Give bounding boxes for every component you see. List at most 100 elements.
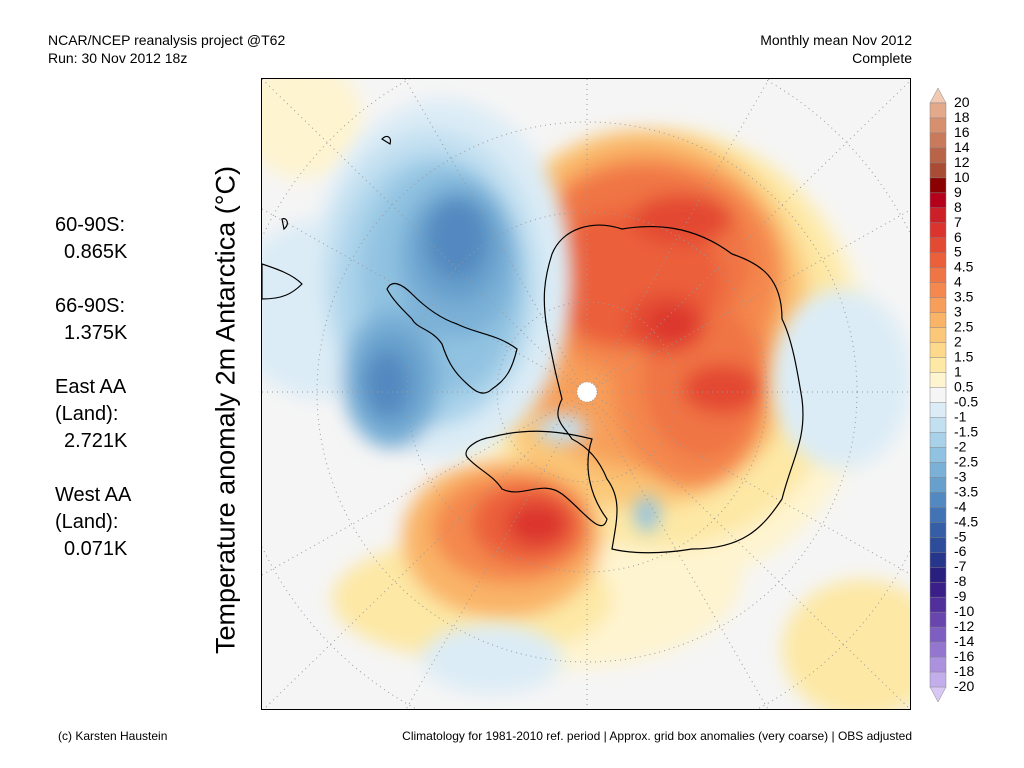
colorbar-swatch (929, 372, 947, 389)
colorbar-swatch (929, 387, 947, 404)
colorbar-tick-label: -14 (954, 633, 974, 649)
colorbar-swatch (929, 222, 947, 239)
colorbar-swatch (929, 102, 947, 119)
colorbar-tick-label: 1 (954, 364, 962, 380)
colorbar-tick-label: 4.5 (954, 259, 974, 275)
colorbar-tick-label: 6 (954, 229, 962, 245)
colorbar-tick-label: -1 (954, 408, 967, 424)
colorbar-swatch (929, 566, 947, 583)
colorbar-tick-label: 16 (954, 124, 970, 140)
colorbar-swatch (929, 87, 947, 104)
colorbar-swatch (929, 477, 947, 493)
colorbar-tick-label: 2 (954, 334, 962, 350)
stat-label-sub: (Land): (55, 403, 119, 425)
colorbar-tick-label: -9 (954, 588, 967, 604)
colorbar-swatch (929, 492, 947, 508)
colorbar-swatch (929, 252, 947, 269)
stat-value: 0.071K (64, 538, 128, 560)
colorbar-tick-label: -16 (954, 648, 974, 664)
colorbar-tick-label: 18 (954, 109, 970, 125)
stat-60-90s: 60-90S: 0.865K (55, 212, 165, 266)
colorbar-tick-label: 1.5 (954, 349, 974, 365)
colorbar-swatch (929, 686, 947, 703)
colorbar-swatch (929, 626, 947, 643)
colorbar-tick-label: -1.5 (954, 423, 978, 439)
colorbar-swatch (929, 357, 947, 374)
colorbar-swatch (929, 447, 947, 463)
colorbar-labels: 201816141210987654.543.532.521.510.5-0.5… (954, 94, 978, 694)
stat-east-aa: East AA (Land): 2.721K (55, 374, 165, 455)
stat-label-sub: (Land): (55, 511, 119, 533)
colorbar-swatch (929, 132, 947, 149)
colorbar-swatch (929, 537, 947, 553)
colorbar-tick-label: -3 (954, 468, 967, 484)
stat-label: East AA (55, 376, 127, 398)
colorbar-swatch (929, 282, 947, 299)
colorbar-swatch (929, 551, 947, 568)
colorbar-tick-label: 0.5 (954, 379, 974, 395)
colorbar-swatch (929, 402, 947, 419)
colorbar-tick-label: 7 (954, 214, 962, 230)
colorbar-swatch (929, 432, 947, 448)
pole-marker (576, 381, 598, 403)
colorbar-tick-label: -0.5 (954, 393, 978, 409)
colorbar-tick-label: -7 (954, 558, 967, 574)
polar-map-svg (262, 79, 910, 709)
colorbar-swatch (929, 297, 947, 314)
colorbar-tick-label: -4.5 (954, 513, 978, 529)
colorbar-swatch (929, 192, 947, 209)
stat-label: 60-90S: (55, 214, 126, 236)
stat-west-aa: West AA (Land): 0.071K (55, 482, 165, 563)
colorbar-tick-label: 14 (954, 139, 970, 155)
colorbar-tick-label: -5 (954, 528, 967, 544)
colorbar-tick-label: -10 (954, 603, 974, 619)
colorbar-tick-label: 12 (954, 154, 970, 170)
colorbar-swatch (929, 327, 947, 344)
stat-66-90s: 66-90S: 1.375K (55, 293, 165, 347)
colorbar-swatch (929, 522, 947, 538)
colorbar-swatch (929, 507, 947, 523)
colorbar-tick-label: -4 (954, 498, 967, 514)
colorbar-tick-label: 8 (954, 199, 962, 215)
colorbar-swatch (929, 267, 947, 284)
header-left: NCAR/NCEP reanalysis project @T62 Run: 3… (48, 31, 285, 67)
map-title: Temperature anomaly 2m Antarctica (°C) (210, 166, 241, 654)
colorbar-swatch (929, 671, 947, 688)
colorbar-tick-label: -2 (954, 438, 967, 454)
stat-label: 66-90S: (55, 295, 126, 317)
colorbar-swatch (929, 641, 947, 658)
colorbar-tick-label: 2.5 (954, 319, 974, 335)
colorbar-tick-label: 10 (954, 169, 970, 185)
coastline (262, 135, 804, 554)
header-right: Monthly mean Nov 2012 Complete (760, 31, 912, 67)
colorbar-swatch (929, 147, 947, 164)
colorbar-tick-label: 4 (954, 274, 962, 290)
colorbar-swatch (929, 237, 947, 254)
cold-anomaly-field (262, 99, 910, 694)
completeness-status: Complete (852, 50, 912, 66)
footer-notes: Climatology for 1981-2010 ref. period | … (402, 729, 912, 743)
colorbar-tick-label: -2.5 (954, 453, 978, 469)
colorbar-tick-label: 9 (954, 184, 962, 200)
colorbar-tick-label: -20 (954, 678, 974, 694)
colorbar-tick-label: 5 (954, 244, 962, 260)
stat-value: 0.865K (64, 241, 128, 263)
colorbar-tick-label: -8 (954, 573, 967, 589)
colorbar: 201816141210987654.543.532.521.510.5-0.5… (929, 87, 978, 703)
colorbar-tick-label: 3.5 (954, 289, 974, 305)
stat-value: 1.375K (64, 322, 128, 344)
colorbar-swatch (929, 596, 947, 613)
colorbar-tick-label: -3.5 (954, 483, 978, 499)
colorbar-swatch (929, 312, 947, 329)
colorbar-swatch (929, 417, 947, 433)
colorbar-tick-label: -6 (954, 543, 967, 559)
colorbar-tick-label: -18 (954, 663, 974, 679)
colorbar-tick-label: -12 (954, 618, 974, 634)
colorbar-tick-label: 20 (954, 94, 970, 110)
colorbar-swatch (929, 611, 947, 628)
colorbar-swatch (929, 117, 947, 134)
colorbar-swatch (929, 177, 947, 194)
stat-value: 2.721K (64, 430, 128, 452)
regional-stats: 60-90S: 0.865K 66-90S: 1.375K East AA (L… (55, 212, 165, 590)
anomaly-map (261, 78, 911, 710)
